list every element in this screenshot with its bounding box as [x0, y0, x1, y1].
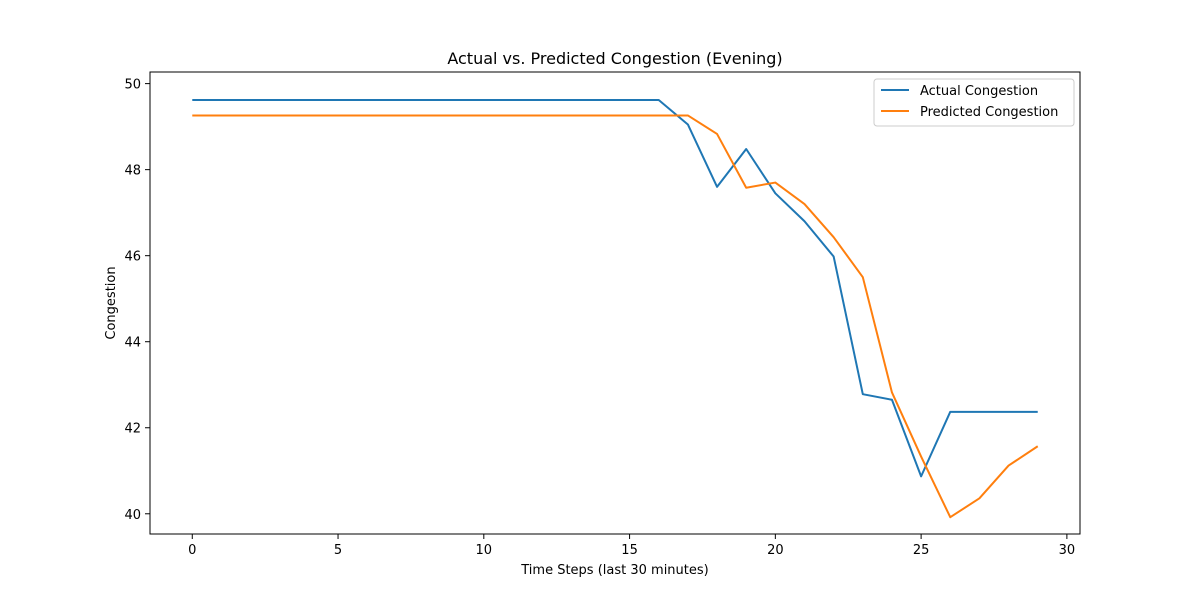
series-line-predicted	[192, 114, 1039, 519]
x-axis: 0 5 10 15 20 25 30	[188, 534, 1075, 558]
y-tick-label: 44	[124, 336, 141, 351]
series-line-actual	[192, 98, 1038, 478]
plot-area	[149, 71, 1081, 535]
legend: Actual Congestion Predicted Congestion	[873, 78, 1075, 127]
legend-frame	[873, 78, 1075, 127]
x-tick-label: 10	[476, 543, 493, 558]
x-tick-label: 0	[188, 543, 196, 558]
y-tick-label: 48	[124, 164, 141, 179]
y-axis-label: Congestion	[104, 266, 119, 339]
x-axis-label: Time Steps (last 30 minutes)	[520, 563, 708, 578]
series-layer	[192, 98, 1039, 519]
x-tick-label: 5	[334, 543, 342, 558]
x-tick-label: 30	[1059, 543, 1076, 558]
x-tick-label: 20	[767, 543, 784, 558]
y-tick-label: 40	[124, 508, 141, 523]
chart-title: Actual vs. Predicted Congestion (Evening…	[447, 49, 782, 68]
x-tick-label: 25	[913, 543, 930, 558]
x-tick-label: 15	[621, 543, 638, 558]
y-axis: 40 42 44 46 48 50	[124, 78, 150, 523]
y-tick-label: 46	[124, 250, 141, 265]
legend-label-predicted: Predicted Congestion	[920, 105, 1058, 120]
y-tick-label: 42	[124, 422, 141, 437]
y-tick-label: 50	[124, 78, 141, 93]
legend-label-actual: Actual Congestion	[920, 84, 1038, 99]
